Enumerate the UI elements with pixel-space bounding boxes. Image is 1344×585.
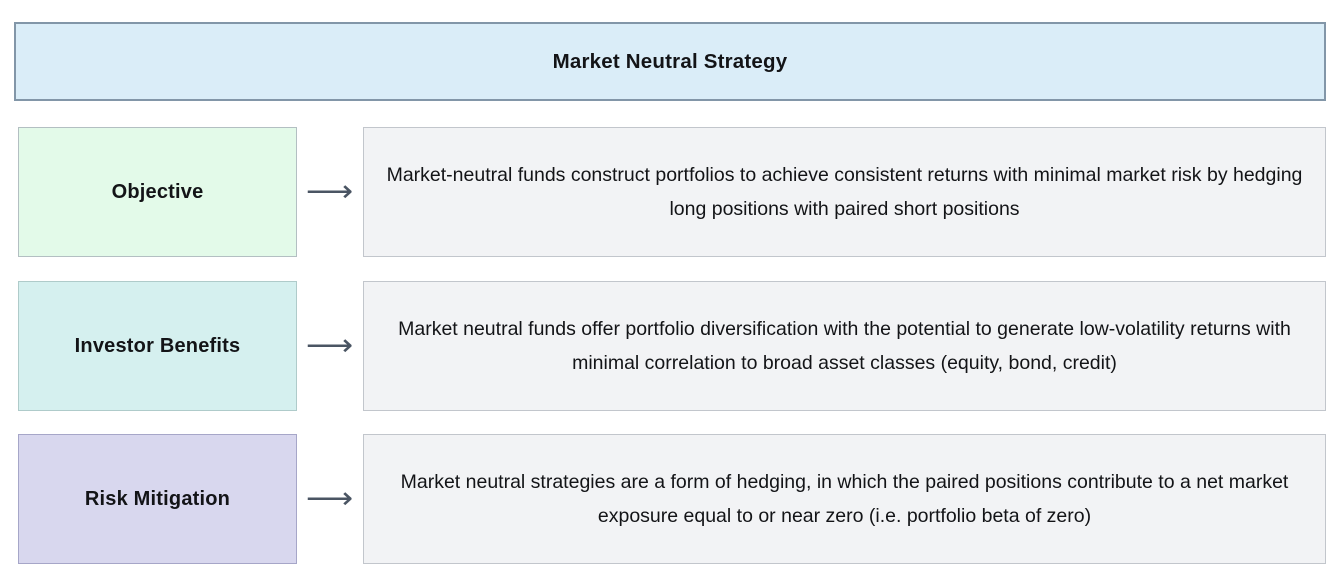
arrow-cell: ⟶ bbox=[297, 281, 363, 411]
label-box-objective: Objective bbox=[18, 127, 297, 257]
label-box-investor-benefits: Investor Benefits bbox=[18, 281, 297, 411]
label-risk-mitigation: Risk Mitigation bbox=[84, 487, 231, 510]
description-risk-mitigation: Market neutral strategies are a form of … bbox=[400, 471, 1289, 527]
arrow-right-icon: ⟶ bbox=[306, 328, 354, 363]
row-investor-benefits: Investor Benefits ⟶ Market neutral funds… bbox=[18, 281, 1326, 411]
row-objective: Objective ⟶ Market-neutral funds constru… bbox=[18, 127, 1326, 257]
header-box: Market Neutral Strategy bbox=[14, 22, 1326, 101]
arrow-right-icon: ⟶ bbox=[306, 481, 354, 516]
description-box-risk-mitigation: Market neutral strategies are a form of … bbox=[363, 434, 1326, 564]
row-risk-mitigation: Risk Mitigation ⟶ Market neutral strateg… bbox=[18, 434, 1326, 564]
label-objective: Objective bbox=[111, 180, 204, 203]
description-box-investor-benefits: Market neutral funds offer portfolio div… bbox=[363, 281, 1326, 411]
arrow-right-icon: ⟶ bbox=[306, 174, 354, 209]
description-objective: Market-neutral funds construct portfolio… bbox=[386, 164, 1303, 220]
arrow-cell: ⟶ bbox=[297, 127, 363, 257]
diagram-title: Market Neutral Strategy bbox=[552, 49, 788, 73]
description-investor-benefits: Market neutral funds offer portfolio div… bbox=[398, 318, 1291, 374]
description-box-objective: Market-neutral funds construct portfolio… bbox=[363, 127, 1326, 257]
label-investor-benefits: Investor Benefits bbox=[74, 334, 241, 357]
label-box-risk-mitigation: Risk Mitigation bbox=[18, 434, 297, 564]
arrow-cell: ⟶ bbox=[297, 434, 363, 564]
